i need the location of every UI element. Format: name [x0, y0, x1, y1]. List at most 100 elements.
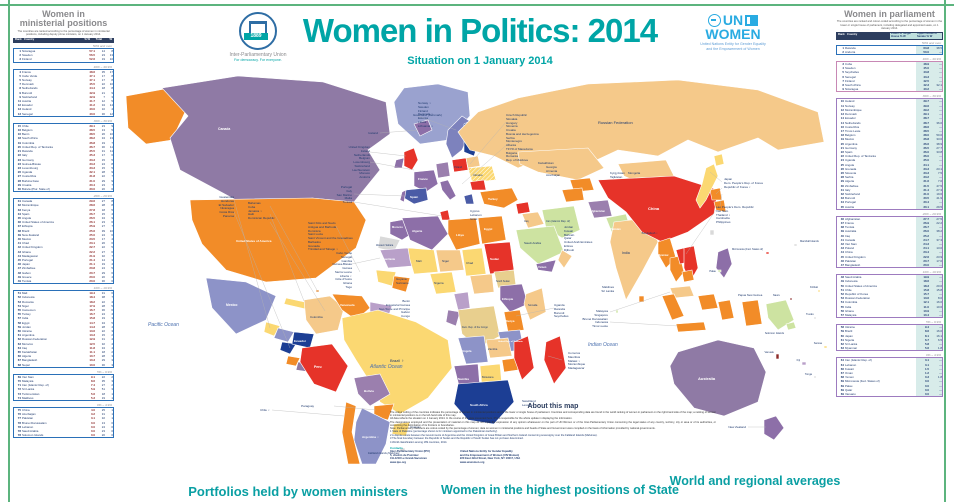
table-row: 64 Lebanon 3.1 — [840, 362, 942, 367]
table-row: 54 Colombia 12.1 16.0 [840, 300, 942, 305]
table-row: 73 Turkmenistan 5.6 18 1 [17, 391, 113, 396]
ipu-logo: 1889 Inter-Parliamentary Union For democ… [228, 12, 288, 62]
island-nauru [789, 297, 793, 301]
label-somalia: Somalia [528, 303, 538, 307]
country-paraguay [373, 403, 395, 421]
label-australia: Australia [698, 376, 716, 381]
table-row: 47 Zimbabwe 20.8 24 5 [17, 266, 113, 271]
country-chad [461, 247, 487, 277]
band-group: 4 France 48.6 35 17 5 Cabo Verde 47.1 17 [13, 68, 114, 117]
table-row: 53 Russian Federation 13.6 8.0 [840, 296, 942, 301]
cluster-east-africa: Uganda Rwanda Burundi Seychelles [554, 303, 569, 319]
country-turkey [479, 187, 519, 209]
label-spain: Spain [410, 195, 418, 199]
label-chad: Chad [466, 261, 474, 265]
about-this-map: About this map The colour coding of the … [390, 403, 716, 464]
ipu-emblem-icon: 1889 [239, 12, 277, 50]
country-egypt [477, 215, 507, 245]
band-label: 0% – 4.9% [97, 403, 112, 408]
cluster-central-america: Guatemala Honduras El Salvador Nicaragua Cos… [218, 195, 234, 218]
table-row: 78 Solomon Islands 0.0 20 0 [17, 433, 113, 438]
table-row: 7 Denmark 45.5 22 10 [19, 82, 113, 87]
band-group: 51 Mali 19.4 31 6 52 Indonesia 18.4 38 [13, 290, 114, 368]
label-saudi: Saudi Arabia [524, 241, 541, 245]
island-vanuatu [775, 353, 780, 360]
contacts-heading: Contacts [390, 446, 403, 451]
table-row: 27 Costa Rica 31.8 22 7 [17, 174, 113, 179]
country-peru [299, 343, 349, 393]
table-row: 5 Norway 47.1 17 8 [19, 78, 113, 83]
table-row: 42 United Kingdom 22.7 22 5 [17, 245, 113, 250]
svg-text:Indian Ocean: Indian Ocean [588, 342, 618, 348]
table-row: 42 Viet Nam 24.3 — [840, 241, 942, 247]
cluster-mediterranean-w: Portugal Italy San Marino Malta Tunisia [336, 185, 352, 204]
label-drc: Dem. Rep. of the Congo [462, 326, 488, 329]
table-row: 49 Tunisia 20.0 30 6 [17, 278, 113, 283]
label-bolivia: Bolivia [364, 389, 374, 393]
ranking-table-ministerial: 50% and over 1 Nicaragua 57.1 14 8 [13, 43, 114, 439]
country-uruguay [391, 421, 411, 437]
table-row: 16 Costa Rica 38.6 — [840, 124, 942, 129]
label-poland: Poland [454, 165, 463, 169]
band-label: 40% – 49.9% [93, 64, 112, 69]
band-group: 15 Chile 39.1 23 9 16 Belgium 38.5 13 [13, 122, 114, 193]
cluster-malay: Malaysia Singapore Brunei Darussalam Indone… [582, 309, 608, 328]
country-chile [341, 401, 361, 465]
label-iran: Iran (Islamic Rep. of) [546, 219, 570, 223]
country-philippines [715, 247, 733, 279]
label-iceland: Iceland [368, 131, 378, 135]
table-row: 24 Uganda 35.0 — [840, 158, 942, 163]
label-solomon: Solomon Islands [765, 331, 785, 335]
band-label: 5% – 9.9% [926, 320, 941, 325]
table-row: 35 Austria 30.1 29.5 [840, 204, 942, 209]
table-header: Rank Country Lower or single House % W U… [836, 31, 943, 40]
label-ecuador: Ecuador [294, 339, 307, 343]
table-row: 3 Cuba 48.9 — [842, 62, 942, 67]
label-libya: Libya [456, 233, 464, 237]
table-row: 14 Ecuador 38.7 — [840, 116, 942, 121]
country-cambodia [681, 269, 695, 283]
table-row: 69 Micronesia (Fed. States of) 0.0 — [840, 379, 942, 384]
label-peru: Peru [314, 365, 322, 369]
country-mozambique [513, 335, 535, 381]
table-row: 59 Brazil 8.6 16.0 [840, 329, 942, 334]
label-tonga: Tonga [805, 372, 813, 376]
table-row: 69 Qatar 0.0 — [840, 387, 942, 393]
un-wordmark: UN [722, 12, 744, 28]
label-argentina: Argentina ♀ [362, 435, 379, 439]
table-row: 13 Denmark 39.1 — [840, 112, 942, 117]
band-label: 0% – 4.9% [926, 353, 941, 358]
band-group: 69 Viet Nam 9.1 22 2 70 Malaysia 8.6 35 [13, 373, 114, 402]
country-saudi-arabia [515, 225, 565, 265]
unwomen-tagline-2: and the Empowerment of Women [706, 46, 760, 51]
table-row: 16 Benin 38.5 26 10 [17, 132, 113, 137]
table-row: 2 Andorra 50.0 — [842, 49, 942, 55]
country-mexico [205, 277, 277, 335]
country-iceland [413, 119, 433, 137]
table-row: 48 Saudi Arabia 19.9 — [840, 275, 942, 280]
band-group: 10 Iceland 39.7 — 11 Norway 39.6 — [836, 98, 943, 210]
band-label: 10% – 19.9% [93, 286, 112, 291]
cluster-mediterranean-e: Cyprus Lebanon Israel [470, 209, 482, 221]
table-row: 44 China 23.4 — [840, 250, 942, 255]
table-row: 31 Italy 31.4 27.3 [840, 187, 942, 192]
table-row: 28 Serbia 33.2 — [840, 175, 942, 180]
table-row: 25 Angola 34.1 — [840, 162, 942, 167]
table-row: 12 Mozambique 39.2 — [840, 107, 942, 113]
country-oman [557, 249, 573, 269]
label-ssudan: South Sudan [496, 280, 510, 283]
page-subtitle: Situation on 1 January 2014 [407, 55, 553, 67]
band-group: 36 Afghanistan 27.7 27.5 37 France 26.9 … [836, 215, 943, 269]
table-row: 70 Malaysia 8.6 35 3 [17, 379, 113, 384]
table-row: 58 Ukraine 9.4 — [840, 325, 942, 330]
table-row: 11 Austria 41.7 12 5 [17, 99, 113, 104]
label-tuvalu: Tuvalu [806, 312, 814, 316]
table-row: 60 Japan 8.1 16.1 [840, 333, 942, 338]
label-turkey: Turkey [488, 197, 498, 201]
panel-ministerial-positions: Women in ministerial positions The countr… [13, 9, 114, 439]
country-ireland [393, 157, 405, 169]
cluster-europe-e: Czech Republic Slovakia Hungary Slovenia Cro… [506, 113, 539, 162]
table-row: 11 Norway 39.6 — [840, 103, 942, 108]
cluster-caribbean-1: Bahamas Cuba Jamaica ♀ Haiti Dominican Repub… [248, 201, 275, 220]
